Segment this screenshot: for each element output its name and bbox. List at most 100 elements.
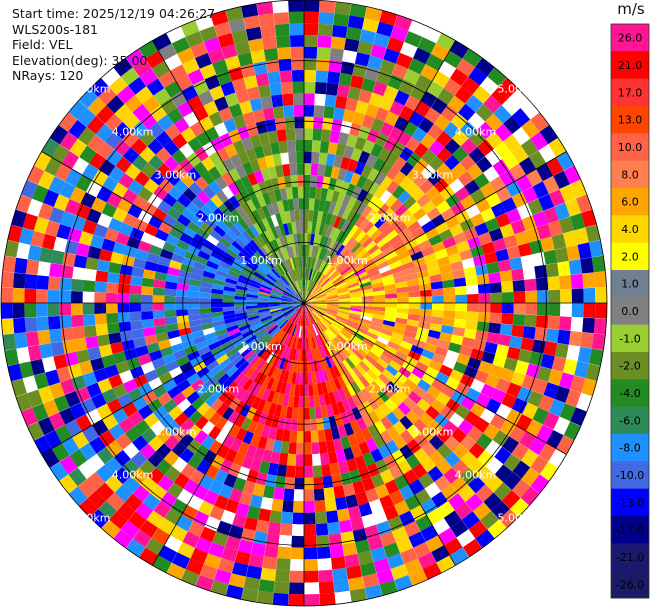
range-gate [343,170,355,184]
range-gate [217,220,230,233]
range-gate [269,301,281,303]
range-gate [294,116,304,129]
range-gate [257,308,270,313]
range-gate [442,357,457,370]
range-gate [478,360,493,374]
range-gate [419,289,433,297]
range-gate [309,407,317,420]
range-gate [298,198,304,210]
range-gate [132,195,148,210]
range-gate [570,212,586,231]
range-gate [282,394,290,407]
range-gate [313,476,324,490]
range-gate [98,500,117,520]
range-gate [585,224,601,243]
range-gate [423,342,437,354]
range-gate [122,459,140,477]
range-gate [416,269,430,279]
range-gate [148,349,163,362]
range-gate [213,385,227,399]
range-gate [437,500,455,518]
range-gate [261,375,271,389]
range-gate [398,510,416,527]
range-gate [214,122,229,137]
range-gate [213,369,227,381]
range-gate [301,337,304,350]
range-gate [350,75,365,90]
range-gate [408,531,426,548]
range-gate [223,252,236,263]
range-gate [349,310,362,316]
range-gate [487,519,507,539]
range-gate [259,232,269,245]
range-gate [210,293,223,299]
range-gate [190,547,208,565]
range-gate [335,143,347,157]
range-gate [418,355,432,367]
range-gate [220,509,236,525]
range-gate [127,204,143,219]
range-gate [470,348,485,361]
range-gate [350,296,363,301]
range-gate [196,227,210,240]
range-gate [325,225,334,238]
range-gate [171,36,191,54]
range-gate [348,239,359,251]
range-gate [370,321,383,329]
range-gate [242,215,254,228]
range-gate [152,295,165,303]
range-gate [465,493,484,512]
range-gate [260,424,271,439]
range-gate [94,303,107,314]
range-gate [171,342,185,354]
range-gate [405,324,418,334]
range-gate [129,365,145,379]
range-gate [247,285,260,291]
range-gate [191,330,205,340]
range-gate [240,417,252,431]
range-gate [440,207,456,222]
range-gate [304,301,316,303]
range-gate [45,369,61,386]
range-gate [195,537,213,554]
range-gate [594,303,607,319]
range-gate [267,462,279,476]
range-gate [360,164,373,179]
range-gate [255,328,267,338]
colorbar-tick-label: 4.0 [621,223,639,236]
range-gate [307,280,313,293]
range-gate [481,351,496,365]
range-gate [309,186,317,199]
range-gate [294,281,300,293]
range-gate [261,205,271,218]
colorbar-segment [611,188,649,216]
range-gate [344,324,356,333]
range-gate [252,273,264,282]
range-gate [378,220,391,233]
range-gate [274,475,286,489]
range-gate [525,227,541,243]
range-gate [204,217,218,230]
range-gate [427,419,443,435]
range-gate [294,477,304,490]
range-gate [317,35,332,48]
range-gate [112,351,127,365]
range-gate [440,324,454,335]
colorbar: 26.021.017.013.010.08.06.04.02.01.00.0-1… [610,23,650,610]
range-gate [194,429,209,445]
range-gate [113,449,131,467]
range-gate [267,255,277,267]
range-gate [362,372,375,385]
range-gate [85,257,99,271]
range-gate [316,334,323,347]
range-gate [304,337,307,350]
range-gate [348,284,361,291]
range-gate [568,259,583,275]
range-gate [430,97,448,115]
range-gate [318,260,326,272]
range-gate [184,344,198,356]
range-gate [186,220,201,234]
range-gate [525,290,538,303]
colorbar-segment [611,570,649,599]
range-gate [304,291,307,303]
